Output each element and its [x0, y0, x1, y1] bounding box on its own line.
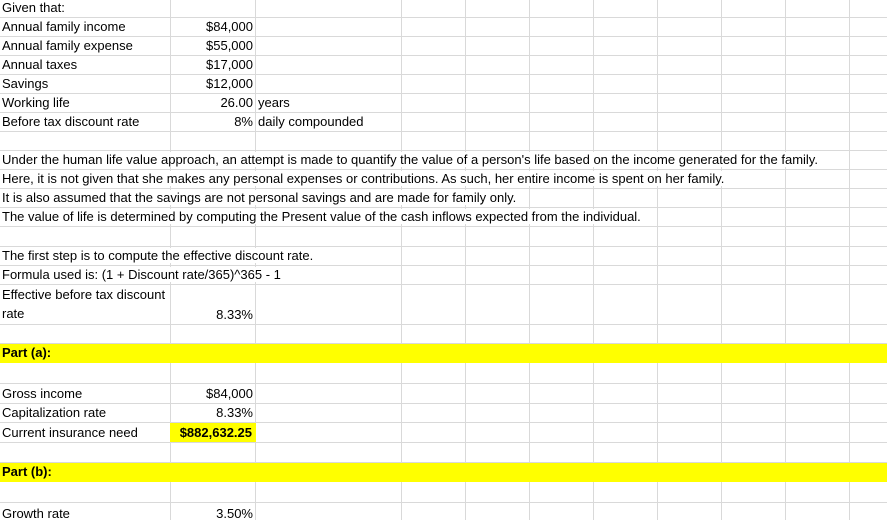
gridline — [593, 0, 594, 520]
growth-rate-value: 3.50% — [216, 506, 253, 520]
row-given-heading[interactable]: Given that: — [0, 0, 887, 18]
table-row[interactable]: Working life 26.00 years — [0, 94, 887, 113]
table-row[interactable]: Current insurance need $882,632.25 — [0, 423, 887, 443]
cell-value: $12,000 — [206, 76, 253, 91]
explanation-line: It is also assumed that the savings are … — [2, 190, 519, 205]
text-row[interactable]: The first step is to compute the effecti… — [0, 247, 887, 266]
cell-label: Working life — [2, 95, 72, 110]
capitalization-rate-label: Capitalization rate — [2, 405, 109, 420]
blank-row[interactable] — [0, 227, 887, 247]
gridline — [529, 0, 530, 520]
gridline — [785, 0, 786, 520]
given-heading: Given that: — [2, 0, 67, 15]
cell-label: Annual family income — [2, 19, 128, 34]
table-row[interactable]: Capitalization rate 8.33% — [0, 404, 887, 423]
gridline — [849, 0, 850, 520]
table-row[interactable]: Growth rate 3.50% — [0, 503, 887, 520]
text-row[interactable]: Under the human life value approach, an … — [0, 151, 887, 170]
part-b-heading-row[interactable]: Part (b): — [0, 463, 887, 482]
text-row[interactable]: It is also assumed that the savings are … — [0, 189, 887, 208]
gridline — [465, 0, 466, 520]
cell-value: 26.00 — [220, 95, 253, 110]
effective-rate-label: Effective before tax discount rate — [2, 285, 168, 323]
growth-rate-label: Growth rate — [2, 506, 72, 520]
part-a-heading: Part (a): — [2, 345, 54, 360]
blank-row[interactable] — [0, 482, 887, 503]
gridline — [657, 0, 658, 520]
table-row[interactable]: Before tax discount rate 8% daily compou… — [0, 113, 887, 132]
blank-row[interactable] — [0, 325, 887, 344]
table-row[interactable]: Gross income $84,000 — [0, 384, 887, 404]
table-row[interactable]: Effective before tax discount rate 8.33% — [0, 285, 887, 325]
table-row[interactable]: Annual family income $84,000 — [0, 18, 887, 37]
table-row[interactable]: Savings $12,000 — [0, 75, 887, 94]
insurance-need-cell[interactable]: $882,632.25 — [170, 423, 256, 442]
gross-income-value: $84,000 — [206, 386, 253, 401]
effective-rate-value: 8.33% — [216, 307, 253, 322]
cell-unit: daily compounded — [258, 114, 366, 129]
blank-row[interactable] — [0, 443, 887, 463]
cell-label: Before tax discount rate — [2, 114, 142, 129]
explanation-line: The value of life is determined by compu… — [2, 209, 643, 224]
part-a-heading-row[interactable]: Part (a): — [0, 344, 887, 363]
insurance-need-value: $882,632.25 — [179, 425, 252, 440]
cell-value: $17,000 — [206, 57, 253, 72]
gridline — [401, 0, 402, 520]
cell-value: $84,000 — [206, 19, 253, 34]
step-line: The first step is to compute the effecti… — [2, 248, 316, 263]
text-row[interactable]: The value of life is determined by compu… — [0, 208, 887, 227]
capitalization-rate-value: 8.33% — [216, 405, 253, 420]
insurance-need-label: Current insurance need — [2, 425, 140, 440]
part-b-heading: Part (b): — [2, 464, 54, 479]
blank-row[interactable] — [0, 132, 887, 151]
cell-label: Annual family expense — [2, 38, 135, 53]
text-row[interactable]: Formula used is: (1 + Discount rate/365)… — [0, 266, 887, 285]
cell-value: $55,000 — [206, 38, 253, 53]
cell-label: Annual taxes — [2, 57, 80, 72]
text-row[interactable]: Here, it is not given that she makes any… — [0, 170, 887, 189]
explanation-line: Here, it is not given that she makes any… — [2, 171, 727, 186]
formula-line: Formula used is: (1 + Discount rate/365)… — [2, 267, 283, 282]
cell-label: Savings — [2, 76, 51, 91]
blank-row[interactable] — [0, 363, 887, 384]
table-row[interactable]: Annual family expense $55,000 — [0, 37, 887, 56]
cell-unit: years — [258, 95, 292, 110]
explanation-line: Under the human life value approach, an … — [2, 152, 820, 167]
table-row[interactable]: Annual taxes $17,000 — [0, 56, 887, 75]
cell-value: 8% — [234, 114, 253, 129]
gross-income-label: Gross income — [2, 386, 85, 401]
gridline — [721, 0, 722, 520]
